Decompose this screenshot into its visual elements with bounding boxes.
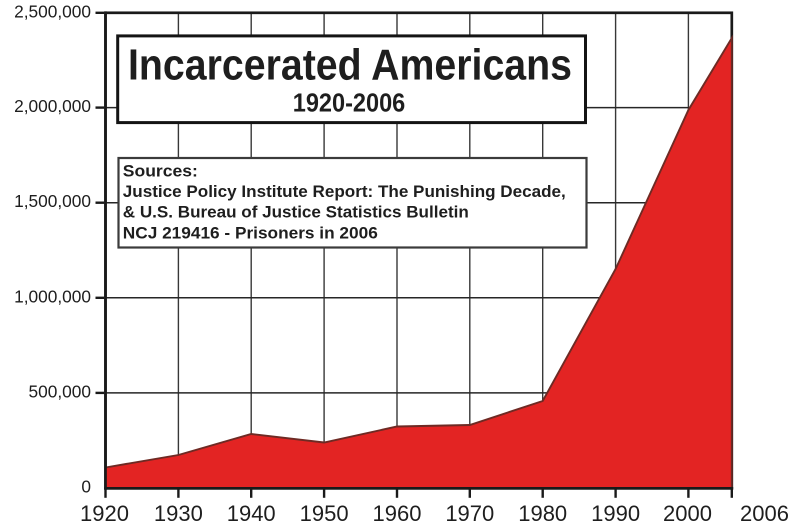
svg-text:1990: 1990 xyxy=(591,501,640,526)
svg-text:1920-2006: 1920-2006 xyxy=(293,89,406,117)
svg-text:500,000: 500,000 xyxy=(29,381,91,401)
svg-text:Justice Policy Institute Repor: Justice Policy Institute Report: The Pun… xyxy=(123,182,566,201)
svg-text:1920: 1920 xyxy=(80,501,129,526)
svg-text:& U.S. Bureau of Justice Stati: & U.S. Bureau of Justice Statistics Bull… xyxy=(123,203,469,222)
svg-text:2000: 2000 xyxy=(663,501,712,526)
svg-text:2,500,000: 2,500,000 xyxy=(14,1,91,21)
svg-text:0: 0 xyxy=(81,477,91,497)
svg-text:2006: 2006 xyxy=(740,501,789,526)
svg-text:1,500,000: 1,500,000 xyxy=(14,191,91,211)
svg-text:1960: 1960 xyxy=(373,501,422,526)
svg-text:1950: 1950 xyxy=(300,501,349,526)
svg-text:Incarcerated Americans: Incarcerated Americans xyxy=(128,42,572,90)
svg-text:Sources:: Sources: xyxy=(123,162,198,181)
svg-text:1930: 1930 xyxy=(154,501,203,526)
svg-text:1940: 1940 xyxy=(227,501,276,526)
svg-text:NCJ 219416 - Prisoners in 2006: NCJ 219416 - Prisoners in 2006 xyxy=(123,224,378,243)
svg-text:1,000,000: 1,000,000 xyxy=(14,286,91,306)
svg-text:2,000,000: 2,000,000 xyxy=(14,96,91,116)
svg-text:1970: 1970 xyxy=(445,501,494,526)
svg-text:1980: 1980 xyxy=(518,501,567,526)
